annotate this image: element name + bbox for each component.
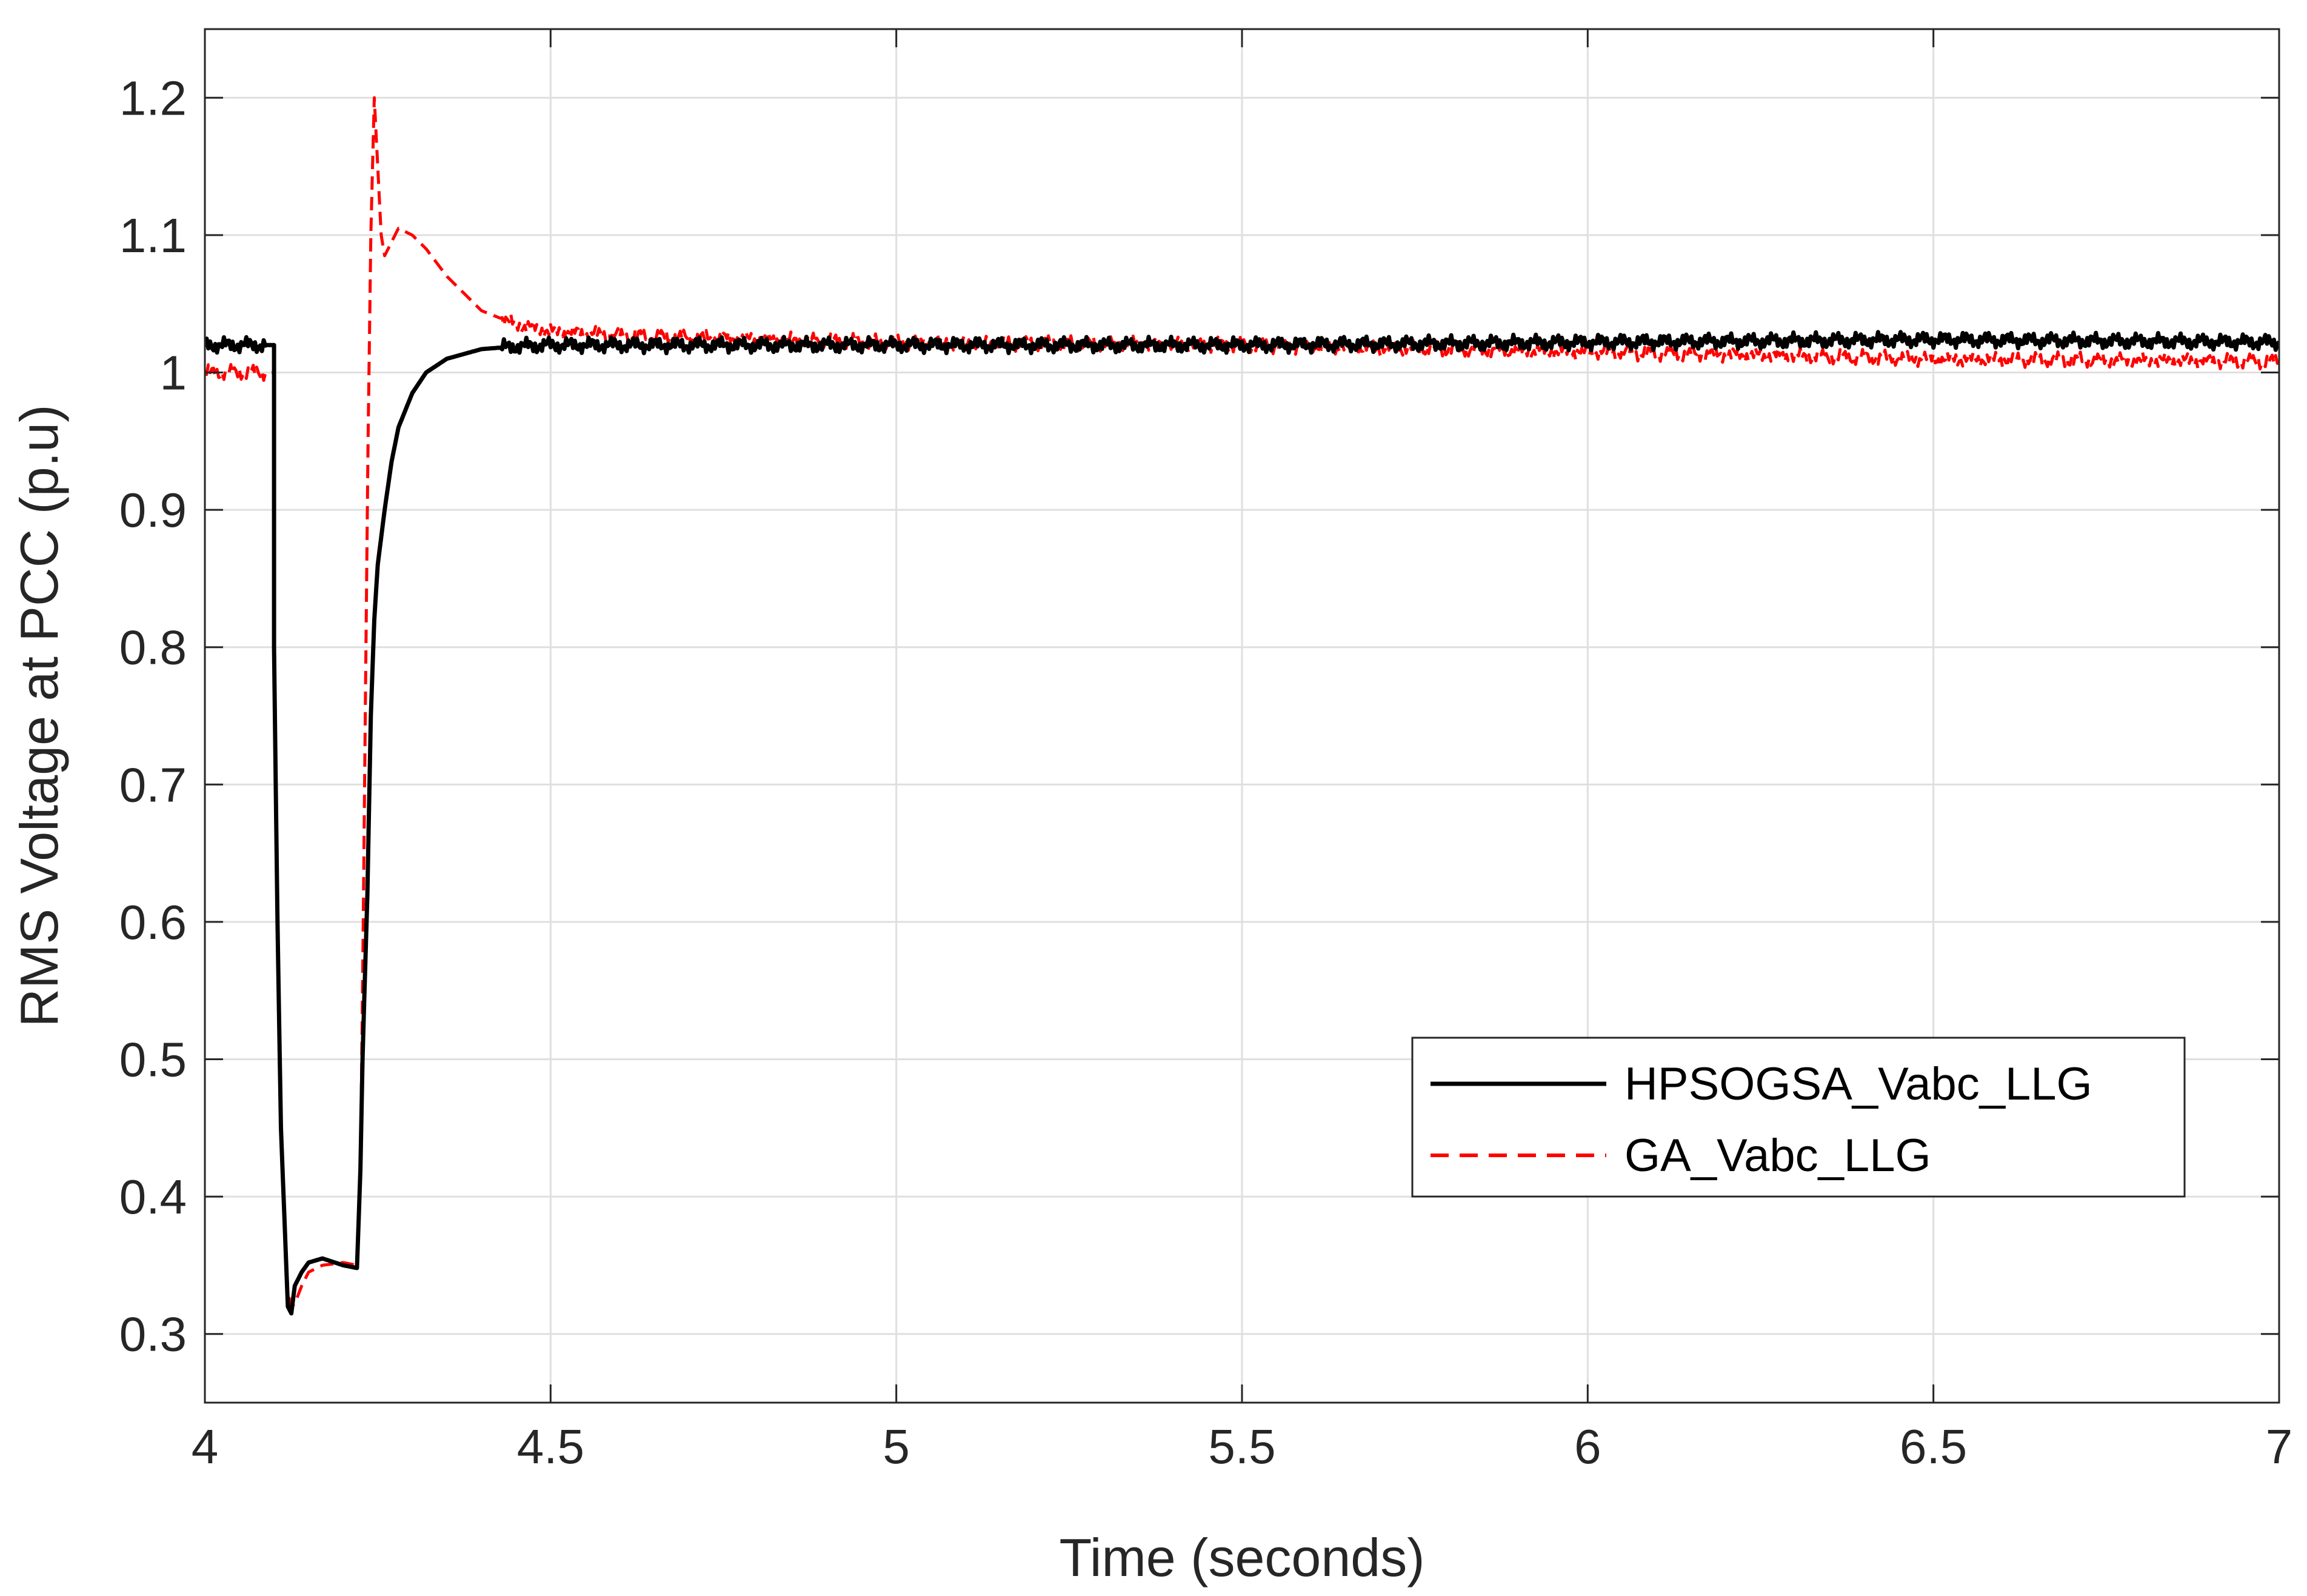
legend: HPSOGSA_Vabc_LLG GA_Vabc_LLG bbox=[1411, 1037, 2186, 1198]
series-line-hpsogsa bbox=[205, 330, 2279, 1316]
x-tick-label: 4.5 bbox=[517, 1420, 584, 1474]
x-tick-label: 5.5 bbox=[1208, 1420, 1275, 1474]
y-tick-label: 0.6 bbox=[119, 895, 187, 949]
y-tick-label: 1.2 bbox=[119, 71, 187, 125]
y-tick-label: 0.9 bbox=[119, 483, 187, 537]
y-axis-label: RMS Voltage at PCC (p.u) bbox=[9, 404, 69, 1027]
y-tick-label: 0.8 bbox=[119, 621, 187, 675]
y-tick-label: 0.4 bbox=[119, 1170, 187, 1224]
y-tick-labels: 0.3 0.4 0.5 0.6 0.7 0.8 0.9 1 1.1 1.2 bbox=[119, 71, 187, 1361]
series-line-ga bbox=[205, 96, 2279, 1308]
x-tick-label: 6 bbox=[1574, 1420, 1601, 1474]
x-tick-label: 5 bbox=[883, 1420, 910, 1474]
ticks bbox=[204, 29, 2280, 1403]
y-tick-label: 0.5 bbox=[119, 1033, 187, 1087]
x-tick-labels: 4 4.5 5 5.5 6 6.5 7 bbox=[192, 1420, 2293, 1474]
y-tick-label: 1.1 bbox=[119, 209, 187, 262]
y-tick-label: 1 bbox=[160, 346, 187, 400]
x-tick-label: 4 bbox=[192, 1420, 219, 1474]
x-tick-label: 7 bbox=[2266, 1420, 2293, 1474]
legend-box bbox=[1411, 1037, 2186, 1198]
x-axis-label: Time (seconds) bbox=[1059, 1528, 1424, 1588]
y-tick-label: 0.7 bbox=[119, 758, 187, 812]
y-tick-label: 0.3 bbox=[119, 1307, 187, 1361]
x-tick-label: 6.5 bbox=[1900, 1420, 1967, 1474]
series-layer bbox=[205, 96, 2279, 1316]
legend-label-ga: GA_Vabc_LLG bbox=[1624, 1130, 1931, 1181]
legend-label-hpsogsa: HPSOGSA_Vabc_LLG bbox=[1624, 1058, 2092, 1110]
gridlines bbox=[205, 29, 2279, 1403]
